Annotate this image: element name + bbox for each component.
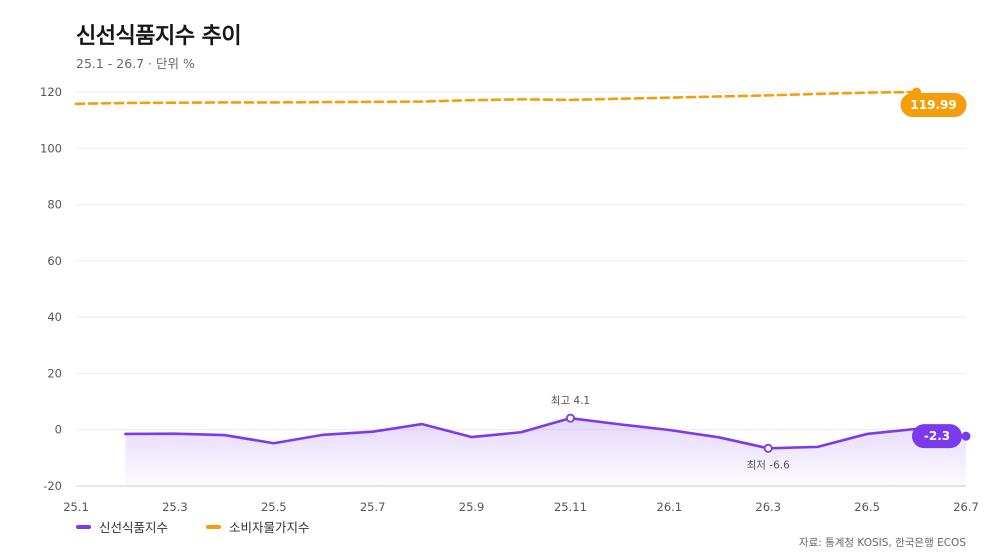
x-tick-label: 26.7 — [953, 500, 979, 514]
annotation-layer: 최고 4.1 최저 -6.6 — [551, 395, 790, 471]
annotation-point — [565, 413, 575, 423]
x-tick-label: 26.1 — [657, 500, 683, 514]
annotation-point — [763, 443, 773, 453]
y-tick-label: 20 — [47, 366, 62, 380]
fresh-area — [125, 418, 966, 486]
chart-subtitle: 25.1 - 26.7 · 단위 % — [76, 56, 195, 71]
end-point — [961, 431, 971, 441]
y-tick-label: 100 — [40, 141, 62, 155]
legend: 신선식품지수 소비자물가지수 — [76, 517, 310, 536]
y-tick-label: 0 — [55, 423, 62, 437]
y-tick-label: -20 — [43, 479, 62, 493]
x-tick-label: 25.11 — [554, 500, 587, 514]
series-layer — [74, 90, 968, 450]
legend-swatch-fresh — [76, 524, 91, 529]
end-badge-label: -2.3 — [924, 429, 950, 443]
end-badge — [900, 93, 967, 118]
y-tick-label: 80 — [47, 198, 62, 212]
badge-layer: 119.99 -2.3 — [900, 87, 971, 449]
chart-title: 신선식품지수 추이 — [76, 24, 242, 49]
legend-item-fresh[interactable]: 신선식품지수 — [76, 517, 168, 536]
end-badge — [912, 424, 962, 449]
fresh-line — [124, 416, 968, 450]
x-tick-label: 25.5 — [261, 500, 287, 514]
annotation-label: 최고 4.1 — [551, 395, 590, 407]
y-tick-label: 120 — [40, 85, 62, 99]
x-tick-label: 26.5 — [854, 500, 880, 514]
x-tick-label: 25.9 — [459, 500, 485, 514]
cpi-line — [74, 90, 918, 106]
end-badge-label: 119.99 — [910, 98, 956, 112]
source-note: 자료: 통계청 KOSIS, 한국은행 ECOS — [798, 537, 966, 549]
y-tick-label: 60 — [47, 254, 62, 268]
x-tick-label: 25.3 — [162, 500, 188, 514]
legend-label-cpi: 소비자물가지수 — [229, 520, 310, 535]
legend-label-fresh: 신선식품지수 — [99, 520, 169, 535]
x-tick-label: 25.1 — [63, 500, 89, 514]
y-tick-label: 40 — [47, 310, 62, 324]
area-layer — [125, 418, 966, 486]
legend-item-cpi[interactable]: 소비자물가지수 — [206, 517, 310, 536]
annotation-label: 최저 -6.6 — [747, 459, 790, 471]
legend-swatch-cpi — [206, 524, 222, 529]
x-tick-label: 26.3 — [755, 500, 781, 514]
x-tick-label: 25.7 — [360, 500, 386, 514]
